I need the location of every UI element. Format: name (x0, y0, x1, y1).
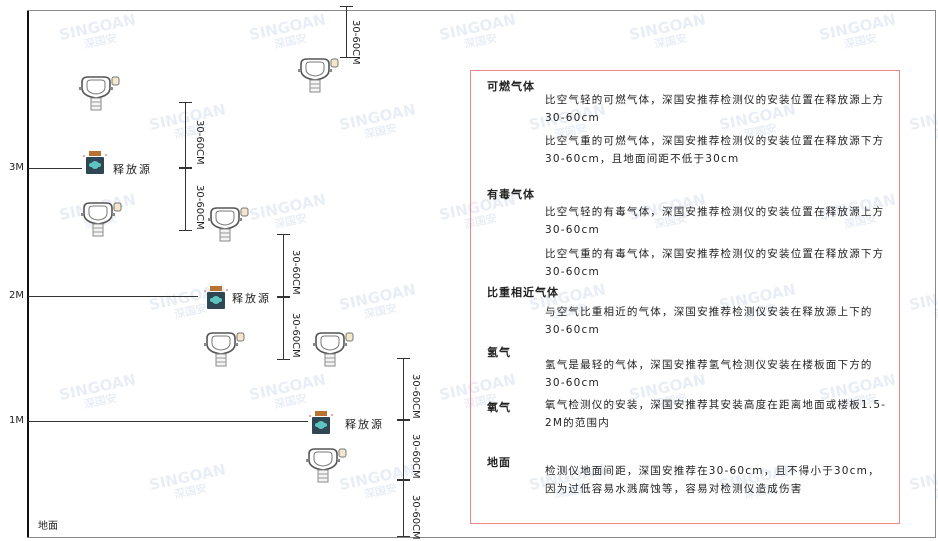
text-hydrogen: 氢气是最轻的气体，深国安推荐氢气检测仪安装在楼板面下方的30-60cm (545, 359, 873, 389)
dimension-label: 30-60CM (290, 250, 301, 295)
dimension-line (397, 480, 410, 537)
dimension-label: 30-60CM (410, 374, 421, 419)
text-toxic-light: 比空气轻的有毒气体，深国安推荐检测仪的安装位置在释放源上方30-60cm (545, 206, 885, 236)
gas-detector-icon (203, 330, 245, 374)
level-3m: 3M (9, 162, 24, 173)
level-3m-line (28, 168, 82, 169)
ground-label: 地面 (38, 521, 58, 532)
level-1m-line (28, 421, 308, 422)
text-ground: 检测仪地面间距，深国安推荐在30-60cm，且不得小于30cm，因为过低容易水溅… (545, 465, 880, 495)
wall-right (935, 10, 936, 538)
dimension-label: 30-60CM (410, 495, 421, 540)
text-similar: 与空气比重相近的气体，深国安推荐检测仪安装在释放源上下的30-60cm (545, 306, 873, 336)
level-2m: 2M (9, 290, 24, 301)
heading-hydrogen: 氢气 (487, 346, 511, 359)
dimension-label: 30-60CM (194, 185, 205, 230)
gas-detector-icon (207, 205, 249, 249)
ceiling (27, 10, 936, 11)
release-source-icon (203, 285, 229, 315)
dimension-label: 30-60CM (290, 313, 301, 358)
heading-oxygen: 氧气 (487, 401, 511, 414)
dimension-label: 30-60CM (410, 434, 421, 479)
dimension-line (340, 6, 353, 58)
heading-combustible: 可燃气体 (487, 80, 535, 93)
release-source-icon (308, 410, 334, 440)
installation-guide-box: 可燃气体 比空气轻的可燃气体，深国安推荐检测仪的安装位置在释放源上方30-60c… (470, 70, 900, 524)
text-combustible-light: 比空气轻的可燃气体，深国安推荐检测仪的安装位置在释放源上方30-60cm (545, 94, 885, 124)
level-2m-line (28, 296, 198, 297)
dimension-line (397, 420, 410, 480)
gas-detector-icon (78, 74, 120, 118)
dimension-line (277, 234, 290, 297)
text-oxygen: 氧气检测仪的安装，深国安推荐其安装高度在距离地面或楼板1.5-2M的范围内 (545, 399, 887, 429)
heading-ground: 地面 (487, 456, 511, 469)
gas-detector-icon (312, 330, 354, 374)
level-1m: 1M (9, 415, 24, 426)
text-combustible-heavy: 比空气重的可燃气体，深国安推荐检测仪的安装位置在释放源下方30-60cm，且地面… (545, 135, 885, 165)
release-source-label: 释放源 (232, 292, 271, 305)
gas-detector-icon (297, 56, 339, 100)
text-toxic-heavy: 比空气重的有毒气体，深国安推荐检测仪的安装位置在释放源下方30-60cm (545, 248, 885, 278)
gas-detector-icon (80, 200, 122, 244)
release-source-label: 释放源 (113, 163, 152, 176)
dimension-line (179, 102, 192, 168)
dimension-label: 30-60CM (350, 20, 361, 65)
dimension-line (277, 297, 290, 360)
dimension-label: 30-60CM (194, 120, 205, 165)
heading-similar: 比重相近气体 (487, 286, 559, 299)
dimension-line (397, 358, 410, 420)
release-source-icon (82, 150, 108, 180)
release-source-label: 释放源 (345, 418, 384, 431)
heading-toxic: 有毒气体 (487, 188, 535, 201)
gas-detector-icon (305, 446, 347, 490)
dimension-line (179, 168, 192, 231)
wall-left (27, 10, 29, 538)
floor (27, 537, 936, 538)
